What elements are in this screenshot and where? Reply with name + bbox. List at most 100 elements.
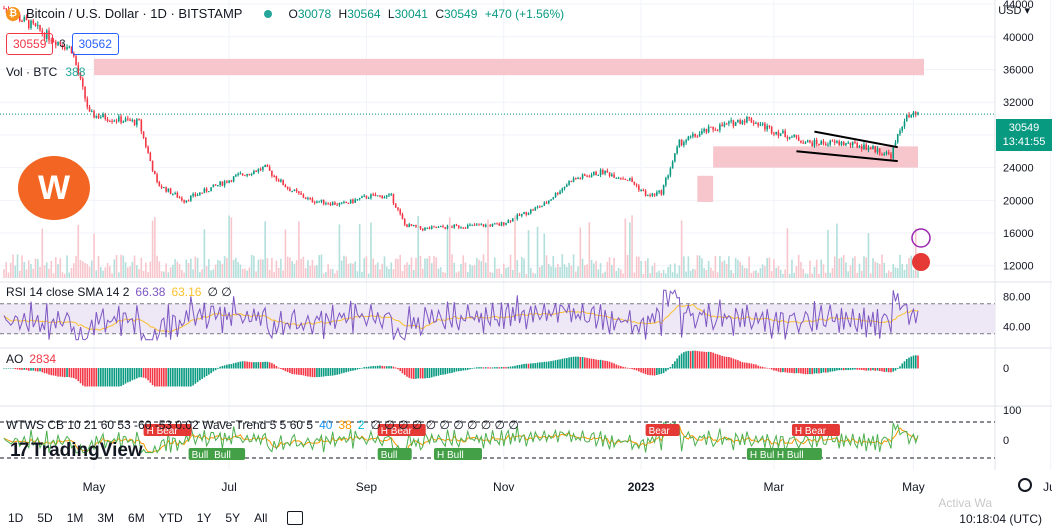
volume-bar bbox=[728, 256, 730, 278]
ao-bar bbox=[264, 361, 266, 369]
volume-bar bbox=[106, 262, 109, 278]
candle-body bbox=[561, 188, 564, 192]
ao-bar bbox=[680, 353, 683, 369]
volume-bar bbox=[602, 273, 604, 278]
volume-bar bbox=[827, 229, 829, 278]
candle-body bbox=[95, 115, 98, 118]
volume-bar bbox=[16, 254, 19, 278]
volume-bar bbox=[248, 267, 251, 278]
candle-body bbox=[352, 199, 354, 203]
ao-bar bbox=[572, 356, 575, 369]
volume-bar bbox=[500, 273, 503, 278]
sell-button[interactable]: 30559 bbox=[6, 33, 54, 55]
candle-body bbox=[649, 194, 651, 196]
candle-body bbox=[624, 178, 627, 180]
candle-body bbox=[908, 115, 910, 118]
ao-bar bbox=[268, 362, 271, 369]
price-tick-label: 36000 bbox=[1003, 65, 1034, 77]
volume-bar bbox=[552, 255, 555, 278]
volume-bar bbox=[590, 260, 593, 278]
timeframe-ytd[interactable]: YTD bbox=[158, 511, 183, 525]
volume-bar bbox=[883, 262, 886, 278]
ao-bar bbox=[712, 352, 714, 369]
currency-label: USD bbox=[998, 5, 1022, 17]
candle-body bbox=[885, 152, 888, 154]
timeframe-1y[interactable]: 1Y bbox=[196, 511, 212, 525]
volume-bar bbox=[419, 255, 422, 278]
volume-bar bbox=[518, 272, 521, 278]
candle-body bbox=[43, 33, 46, 39]
ao-bar bbox=[300, 368, 302, 376]
ao-bar bbox=[27, 368, 30, 371]
candle-body bbox=[838, 141, 841, 145]
ao-bar bbox=[883, 368, 886, 372]
volume-bar bbox=[187, 263, 190, 278]
currency-selector[interactable]: USD ▾ bbox=[998, 5, 1030, 17]
ao-legend[interactable]: AO 2834 bbox=[6, 352, 56, 366]
timeframe-6m[interactable]: 6M bbox=[128, 511, 145, 525]
ao-bar bbox=[415, 368, 417, 379]
candle-body bbox=[638, 185, 640, 191]
candle-body bbox=[588, 176, 591, 178]
ao-bar bbox=[597, 359, 600, 369]
gear-icon[interactable] bbox=[1018, 478, 1032, 492]
ao-bar bbox=[547, 361, 550, 369]
volume-bar bbox=[237, 262, 239, 278]
candle-body bbox=[21, 20, 23, 22]
candle-body bbox=[890, 153, 892, 159]
volume-bar bbox=[345, 256, 347, 278]
volume-bar bbox=[147, 272, 149, 278]
ao-bar bbox=[784, 368, 786, 373]
rsi-legend[interactable]: RSI 14 close SMA 14 2 66.38 63.16 ∅ ∅ bbox=[6, 285, 232, 299]
volume-bar bbox=[638, 256, 640, 278]
candle-body bbox=[595, 171, 597, 176]
timeframe-3m[interactable]: 3M bbox=[97, 511, 115, 525]
candle-body bbox=[268, 166, 271, 171]
candle-body bbox=[367, 198, 370, 200]
timeframe-5y[interactable]: 5Y bbox=[225, 511, 241, 525]
ao-bar bbox=[174, 368, 176, 387]
ao-bar bbox=[273, 364, 275, 369]
buy-button[interactable]: 30562 bbox=[71, 33, 119, 55]
candle-body bbox=[797, 137, 800, 141]
timeframe-1m[interactable]: 1M bbox=[66, 511, 84, 525]
timeframe-all[interactable]: All bbox=[254, 511, 268, 525]
ao-bar bbox=[457, 368, 460, 372]
price-tick-label: 16000 bbox=[1003, 228, 1034, 240]
ao-bar bbox=[178, 368, 181, 387]
bull-signal-marker bbox=[211, 448, 246, 460]
candle-body bbox=[750, 118, 753, 123]
utc-clock[interactable]: 10:18:04 (UTC) bbox=[959, 512, 1042, 526]
candle-body bbox=[626, 179, 629, 181]
wavetrend-legend[interactable]: WTWS CB 10 21 60 53 -60 -53 0.02 Wave Tr… bbox=[6, 418, 519, 432]
timeframe-1d[interactable]: 1D bbox=[8, 511, 24, 525]
symbol-title[interactable]: Bitcoin / U.S. Dollar · 1D · BITSTAMP bbox=[26, 6, 243, 21]
ao-bar bbox=[390, 366, 393, 369]
volume-legend: Vol · BTC 388 bbox=[6, 65, 85, 79]
volume-bar bbox=[379, 269, 381, 278]
ao-bar bbox=[424, 368, 426, 379]
ao-bar bbox=[30, 368, 32, 371]
tradingview-logo[interactable]: 17 TradingView bbox=[10, 440, 143, 462]
candle-body bbox=[41, 30, 44, 34]
ao-bar bbox=[255, 362, 257, 369]
volume-bar bbox=[815, 259, 818, 278]
candle-body bbox=[59, 41, 62, 45]
time-tick-label: Mar bbox=[764, 480, 785, 494]
volume-bar bbox=[36, 259, 39, 278]
ao-bar bbox=[545, 361, 548, 369]
volume-bar bbox=[572, 254, 575, 278]
rsi-value: 66.38 bbox=[135, 285, 166, 299]
candle-body bbox=[336, 204, 338, 206]
volume-bar bbox=[626, 254, 629, 278]
candle-body bbox=[705, 128, 708, 133]
ao-bar bbox=[72, 368, 75, 379]
volume-bar bbox=[836, 223, 838, 278]
ao-bar bbox=[307, 368, 309, 377]
volume-bar bbox=[784, 269, 786, 278]
ao-bar bbox=[669, 367, 672, 369]
timeframe-5d[interactable]: 5D bbox=[37, 511, 53, 525]
volume-bar bbox=[647, 258, 649, 278]
calendar-icon[interactable] bbox=[287, 511, 304, 525]
